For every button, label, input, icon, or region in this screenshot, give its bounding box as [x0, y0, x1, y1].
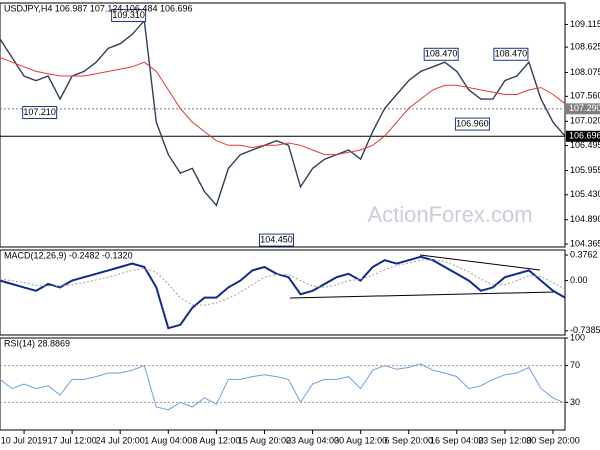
series-line — [0, 363, 566, 411]
x-tick-label: 15 Aug 20:00 — [238, 435, 291, 445]
y-tick-label: 109.115 — [570, 19, 600, 29]
y-tick-label: 104.890 — [570, 214, 600, 224]
trend-line — [419, 254, 541, 271]
series-line — [0, 57, 566, 156]
y-tick-label: 0.00 — [570, 275, 588, 285]
panel-frame — [0, 249, 566, 336]
panel-frame — [0, 337, 566, 431]
panel-title: RSI(14) 28.8869 — [4, 338, 70, 348]
y-tick-label: 108.075 — [570, 67, 600, 77]
level-label: 107.290 — [569, 103, 600, 113]
x-tick-label: 6 Sep 20:00 — [384, 435, 433, 445]
y-tick-label: 106.495 — [570, 140, 600, 150]
x-tick-label: 1 Aug 04:00 — [144, 435, 192, 445]
y-tick-label: 30 — [570, 397, 580, 407]
annotation-label: 107.210 — [23, 107, 56, 117]
level-label: 106.696 — [569, 131, 600, 141]
y-tick-label: 104.365 — [570, 238, 600, 248]
y-tick-label: 107.560 — [570, 91, 600, 101]
y-tick-label: 0.3762 — [570, 249, 598, 259]
panel-frame — [0, 2, 566, 248]
annotation-label: 104.450 — [260, 234, 293, 244]
annotation-label: 106.960 — [456, 118, 489, 128]
x-tick-label: 23 Aug 04:00 — [286, 435, 339, 445]
annotation-box — [493, 47, 529, 61]
level-label-box — [566, 130, 600, 142]
y-tick-label: 105.955 — [570, 165, 600, 175]
x-tick-label: 30 Aug 12:00 — [334, 435, 387, 445]
panel-title: USDJPY,H4 106.987 107.124 106.484 106.69… — [4, 3, 193, 13]
annotation-box — [258, 233, 294, 247]
panel-title: MACD(12,26,9) -0.2482 -0.1320 — [4, 250, 133, 260]
annotation-label: 109.310 — [112, 10, 145, 20]
y-tick-label: 70 — [570, 360, 580, 370]
y-tick-label: 100 — [570, 332, 585, 342]
x-tick-label: 30 Sep 20:00 — [526, 435, 580, 445]
x-tick-label: 23 Sep 12:00 — [478, 435, 532, 445]
y-tick-label: 105.430 — [570, 189, 600, 199]
y-tick-label: 107.020 — [570, 116, 600, 126]
watermark: ActionForex.com — [367, 202, 532, 227]
annotation-box — [423, 47, 459, 61]
annotation-box — [111, 8, 147, 22]
x-tick-label: 24 Jul 20:00 — [96, 435, 145, 445]
series-line — [0, 258, 566, 306]
x-tick-label: 8 Aug 12:00 — [192, 435, 240, 445]
annotation-box — [22, 106, 58, 120]
annotation-label: 108.470 — [425, 49, 458, 59]
series-line — [0, 255, 566, 330]
x-tick-label: 10 Jul 2019 — [1, 435, 48, 445]
y-tick-label: -0.7385 — [570, 325, 600, 335]
x-tick-label: 17 Jul 12:00 — [48, 435, 97, 445]
level-label-box — [566, 103, 600, 115]
x-tick-label: 16 Sep 04:00 — [430, 435, 484, 445]
trend-line — [289, 291, 556, 299]
annotation-label: 108.470 — [495, 49, 528, 59]
annotation-box — [454, 117, 490, 131]
y-tick-label: 108.625 — [570, 42, 600, 52]
series-line — [0, 18, 566, 207]
